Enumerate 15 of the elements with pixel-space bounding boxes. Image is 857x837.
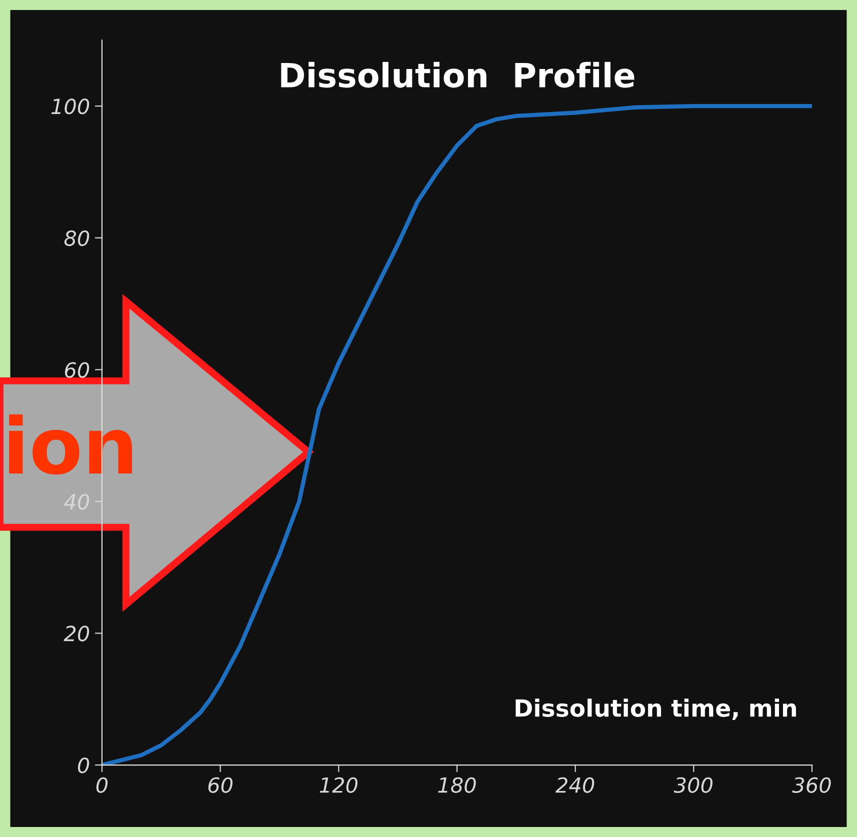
- y-tick-label: 80: [64, 230, 90, 246]
- y-tick-label: 20: [64, 626, 90, 642]
- x-tick-label: 300: [674, 777, 713, 793]
- x-tick-label: 240: [556, 777, 594, 793]
- y-tick-label: 0: [78, 757, 90, 774]
- text: Dissolution Profile: [281, 62, 634, 88]
- x-axis-title: Dissolution time, min: [516, 698, 796, 720]
- x-tick-label: 120: [320, 777, 358, 793]
- x-tick-label: 60: [208, 777, 233, 793]
- y-tick-label: 100: [51, 98, 90, 114]
- x-tick-label: 0: [96, 777, 108, 793]
- annotation: ion: [9, 414, 132, 475]
- y-tick-label: 60: [64, 362, 90, 378]
- x-tick-label: 180: [438, 777, 476, 793]
- x-tick-label: 360: [792, 777, 831, 793]
